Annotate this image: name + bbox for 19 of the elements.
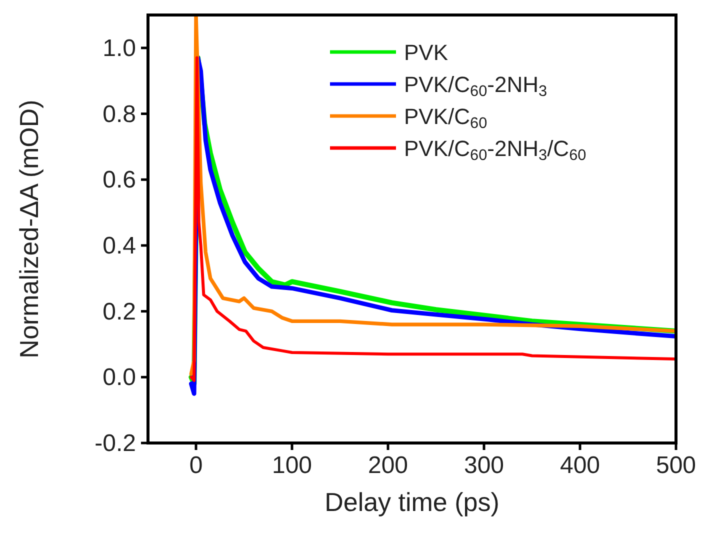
- legend-label: PVK/C$_{60}$-2NH$_{3}$/C$_{60}$: [404, 136, 586, 164]
- x-tick-label: 500: [656, 452, 696, 479]
- y-tick-label: 0.4: [102, 232, 136, 260]
- legend-label: PVK/C$_{60}$-2NH$_{3}$: [404, 72, 548, 100]
- y-tick-label: 1.0: [102, 34, 136, 62]
- x-tick-label: 0: [189, 452, 203, 479]
- y-axis-title: Normalized-ΔA (mOD): [14, 100, 44, 358]
- x-tick-label: 100: [272, 452, 312, 479]
- y-tick-label: 0.0: [102, 364, 136, 392]
- x-axis-title: Delay time (ps): [324, 487, 500, 517]
- legend-label: PVK: [404, 40, 448, 65]
- x-tick-label: 200: [368, 452, 408, 479]
- x-tick-label: 300: [464, 452, 504, 479]
- y-tick-label: -0.2: [94, 430, 136, 457]
- legend-label: PVK/C$_{60}$: [404, 104, 488, 132]
- y-tick-label: 0.6: [102, 166, 136, 194]
- x-tick-label: 400: [560, 452, 600, 479]
- y-tick-label: 0.2: [102, 298, 136, 326]
- y-tick-label: 0.8: [102, 100, 136, 128]
